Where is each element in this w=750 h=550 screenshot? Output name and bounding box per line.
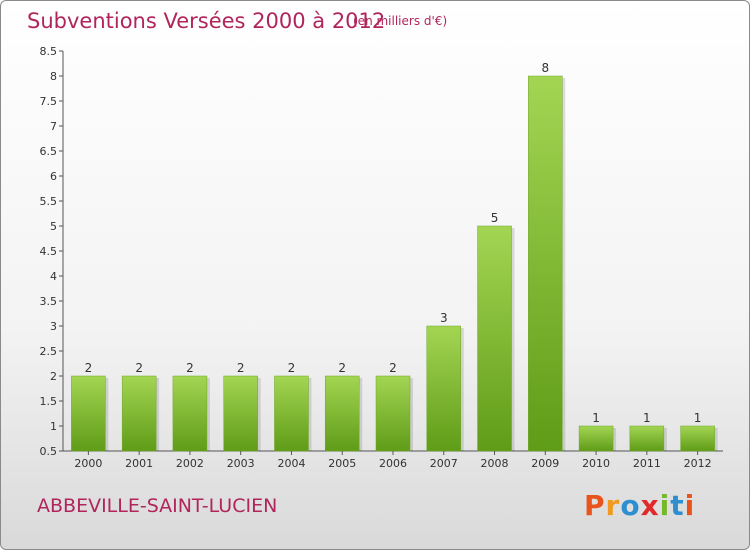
bar [426,325,462,452]
commune-name: ABBEVILLE-SAINT-LUCIEN [37,495,278,517]
y-tick-label: 4.5 [40,245,58,258]
x-tick-label: 2009 [531,457,559,470]
bar-value-label: 2 [338,361,346,375]
x-tick-label: 2008 [481,457,509,470]
bar-value-label: 2 [288,361,296,375]
chart-title: Subventions Versées 2000 à 2012 [27,9,386,33]
x-tick-label: 2002 [176,457,204,470]
bar [121,375,157,452]
y-tick-label: 6 [50,170,57,183]
chart-unit-subtitle: (en milliers d'€) [353,14,448,28]
bar [172,375,208,452]
bar [629,425,665,452]
logo-letter: i [659,489,671,522]
bar [274,375,309,452]
x-tick-label: 2003 [227,457,255,470]
logo-letter: P [584,489,606,522]
y-tick-label: 3.5 [40,295,58,308]
y-tick-label: 8.5 [40,45,58,58]
y-tick-label: 5 [50,220,57,233]
x-tick-label: 2005 [328,457,356,470]
bar [528,75,563,452]
x-tick-label: 2001 [125,457,153,470]
y-tick-label: 1.5 [40,395,58,408]
y-tick-label: 5.5 [40,195,58,208]
bar-value-label: 3 [440,311,448,325]
bar [223,375,258,452]
y-tick-label: 0.5 [40,445,58,458]
bar-value-label: 5 [491,211,499,225]
x-tick-label: 2000 [74,457,102,470]
logo-letter: x [640,489,660,522]
bar [375,375,411,452]
y-tick-label: 6.5 [40,145,58,158]
bar [324,375,360,452]
x-tick-label: 2010 [582,457,610,470]
y-tick-label: 7.5 [40,95,58,108]
y-tick-label: 8 [50,70,57,83]
x-tick-label: 2012 [684,457,712,470]
x-tick-label: 2006 [379,457,407,470]
logo-letter: i [684,489,696,522]
bar-value-label: 1 [643,411,651,425]
logo-letter: t [670,489,685,522]
bar [477,225,512,452]
bar-value-label: 2 [186,361,194,375]
x-tick-label: 2007 [430,457,458,470]
y-tick-label: 7 [50,120,57,133]
bar [680,425,715,452]
proxiti-logo: Proxiti [584,489,695,522]
bar [71,375,106,452]
y-tick-label: 2.5 [40,345,58,358]
bar-value-label: 2 [389,361,397,375]
y-tick-label: 3 [50,320,57,333]
x-tick-label: 2011 [633,457,661,470]
bar-value-label: 8 [541,61,549,75]
bar-value-label: 2 [85,361,93,375]
bar-value-label: 1 [694,411,702,425]
bar-value-label: 2 [135,361,143,375]
y-tick-label: 2 [50,370,57,383]
logo-letter: r [605,489,621,522]
y-tick-label: 1 [50,420,57,433]
x-tick-label: 2004 [277,457,305,470]
bar-value-label: 2 [237,361,245,375]
logo-letter: o [620,489,641,522]
bar-value-label: 1 [592,411,600,425]
bar [578,425,614,452]
y-tick-label: 4 [50,270,57,283]
